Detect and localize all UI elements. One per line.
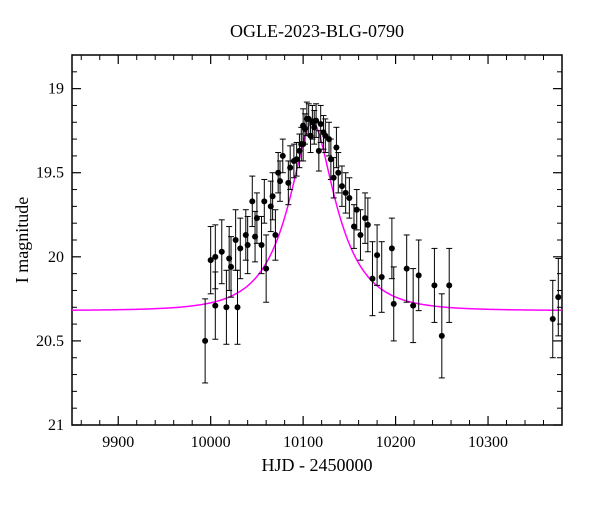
data-point	[369, 276, 375, 282]
data-point	[277, 178, 283, 184]
y-tick-label: 20	[48, 249, 64, 266]
data-point	[333, 145, 339, 151]
data-point	[237, 245, 243, 251]
data-point	[272, 232, 278, 238]
y-tick-label: 19	[48, 81, 64, 98]
data-point	[391, 301, 397, 307]
data-point	[249, 198, 255, 204]
chart-svg: 9900 10000 10100 10200 10300 19 19.5 20 20.5 21 OG…	[0, 0, 600, 512]
data-point	[263, 266, 269, 272]
data-point	[259, 242, 265, 248]
data-point	[261, 198, 267, 204]
data-point	[234, 304, 240, 310]
data-point	[439, 333, 445, 339]
data-point	[212, 303, 218, 309]
data-point	[410, 303, 416, 309]
data-point	[550, 316, 556, 322]
data-point	[374, 252, 380, 258]
x-tick-label: 10000	[191, 434, 231, 451]
data-point	[362, 215, 368, 221]
data-point	[202, 338, 208, 344]
data-point	[389, 245, 395, 251]
chart-title: OGLE-2023-BLG-0790	[230, 21, 404, 41]
data-point	[379, 274, 385, 280]
y-tick-label: 19.5	[36, 165, 64, 182]
data-point	[339, 183, 345, 189]
data-point	[431, 282, 437, 288]
data-point	[223, 304, 229, 310]
lightcurve-chart: 9900 10000 10100 10200 10300 19 19.5 20 20.5 21 OG…	[0, 0, 600, 512]
data-point	[280, 153, 286, 159]
x-tick-label: 9900	[102, 434, 134, 451]
data-point	[343, 190, 349, 196]
data-point	[212, 254, 218, 260]
data-point	[416, 272, 422, 278]
data-point	[331, 175, 337, 181]
data-point	[245, 242, 251, 248]
data-point	[351, 224, 357, 230]
data-point	[228, 264, 234, 270]
data-point	[219, 249, 225, 255]
data-point	[335, 170, 341, 176]
data-point	[270, 193, 276, 199]
data-point	[318, 121, 324, 127]
data-point	[365, 222, 371, 228]
data-point	[233, 237, 239, 243]
y-tick-label: 20.5	[36, 333, 64, 350]
x-axis-label: HJD - 2450000	[262, 455, 373, 475]
x-tick-label: 10200	[376, 434, 416, 451]
data-point	[357, 232, 363, 238]
y-tick-label: 21	[48, 417, 64, 434]
x-tick-label: 10300	[468, 434, 508, 451]
data-point	[555, 294, 561, 300]
data-point	[346, 195, 352, 201]
data-point	[404, 266, 410, 272]
y-axis-label: I magnitude	[12, 197, 32, 283]
data-point	[446, 282, 452, 288]
data-point	[287, 165, 293, 171]
x-tick-label: 10100	[283, 434, 323, 451]
